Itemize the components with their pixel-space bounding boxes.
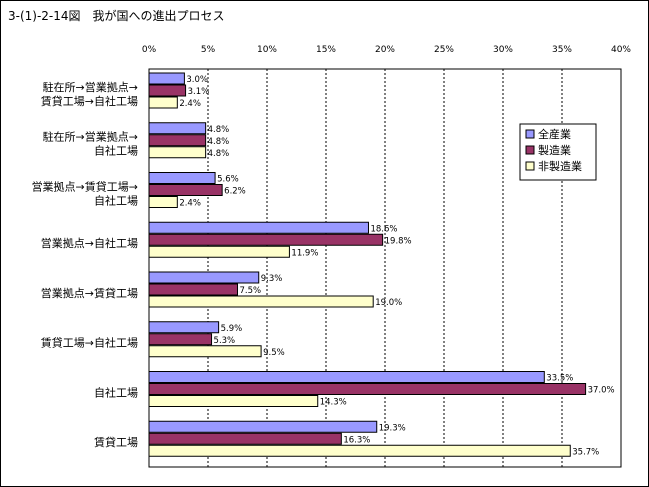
bar xyxy=(148,444,571,457)
category-label: 営業拠点→賃貸工場→ xyxy=(32,179,138,193)
legend-swatch xyxy=(525,129,535,139)
bar xyxy=(148,395,319,407)
bar xyxy=(148,122,207,135)
data-label: 5.3% xyxy=(214,336,236,346)
category-label: 営業拠点→賃貸工場 xyxy=(41,286,138,300)
plot-border xyxy=(148,68,622,468)
bar xyxy=(148,233,384,246)
x-tick-label: 5% xyxy=(201,45,216,55)
bar xyxy=(148,333,213,346)
category-label: 賃貸工場 xyxy=(94,435,138,449)
bar xyxy=(148,221,369,234)
bar xyxy=(148,283,238,296)
x-tick-label: 10% xyxy=(257,45,277,55)
x-tick-label: 20% xyxy=(375,45,395,55)
data-label: 33.5% xyxy=(546,374,573,384)
legend-label: 非製造業 xyxy=(538,159,582,173)
category-label: 自社工場 xyxy=(94,193,138,207)
category-label: 駐在所→営業拠点→ xyxy=(43,130,138,144)
bar xyxy=(148,184,223,196)
bar xyxy=(148,371,545,383)
category-label: 駐在所→営業拠点→ xyxy=(43,80,138,94)
data-label: 3.1% xyxy=(188,87,210,97)
data-label: 6.2% xyxy=(224,187,246,197)
bar xyxy=(148,172,216,184)
bar xyxy=(148,72,185,85)
data-label: 2.4% xyxy=(179,99,201,109)
category-label: 賃貸工場→自社工場 xyxy=(41,336,138,350)
x-tick-label: 0% xyxy=(142,45,157,55)
data-label: 35.7% xyxy=(572,447,599,457)
bar xyxy=(148,295,374,308)
bar xyxy=(148,432,342,445)
bar xyxy=(148,271,260,284)
x-tick-label: 15% xyxy=(316,45,336,55)
category-label: 自社工場 xyxy=(94,385,138,399)
x-tick-label: 30% xyxy=(493,45,513,55)
x-tick-label: 25% xyxy=(434,45,454,55)
data-label: 14.3% xyxy=(320,398,347,408)
bar xyxy=(148,383,587,395)
bar xyxy=(148,420,378,433)
data-label: 11.9% xyxy=(291,248,318,258)
x-tick-label: 40% xyxy=(611,45,631,55)
data-label: 19.3% xyxy=(379,423,406,433)
bar xyxy=(148,96,178,109)
category-label: 自社工場 xyxy=(94,144,138,158)
data-label: 16.3% xyxy=(343,435,370,445)
data-label: 5.9% xyxy=(221,324,243,334)
category-label: 賃貸工場→自社工場 xyxy=(41,94,138,108)
data-label: 18.6% xyxy=(370,224,397,234)
data-label: 9.3% xyxy=(261,274,283,284)
data-label: 4.8% xyxy=(208,125,230,135)
data-label: 2.4% xyxy=(179,199,201,209)
x-tick-label: 35% xyxy=(552,45,572,55)
figure-title: 3-(1)-2-14図 我が国への進出プロセス xyxy=(8,9,225,23)
bar xyxy=(148,84,187,97)
bar xyxy=(148,146,207,159)
legend-swatch xyxy=(525,145,535,155)
legend-swatch xyxy=(525,161,535,171)
category-label: 営業拠点→自社工場 xyxy=(41,236,138,250)
data-label: 19.0% xyxy=(375,298,402,308)
data-label: 37.0% xyxy=(588,386,615,396)
legend-label: 全産業 xyxy=(538,127,571,141)
bar xyxy=(148,245,290,258)
bar xyxy=(148,196,178,208)
data-label: 19.8% xyxy=(385,236,412,246)
data-label: 5.6% xyxy=(217,175,239,185)
data-label: 7.5% xyxy=(240,286,262,296)
data-label: 3.0% xyxy=(186,75,208,85)
data-label: 4.8% xyxy=(208,149,230,159)
data-label: 9.5% xyxy=(263,348,285,358)
data-label: 4.8% xyxy=(208,137,230,147)
bar xyxy=(148,134,207,147)
bar xyxy=(148,345,262,358)
bar xyxy=(148,321,220,334)
legend-label: 製造業 xyxy=(538,143,571,157)
